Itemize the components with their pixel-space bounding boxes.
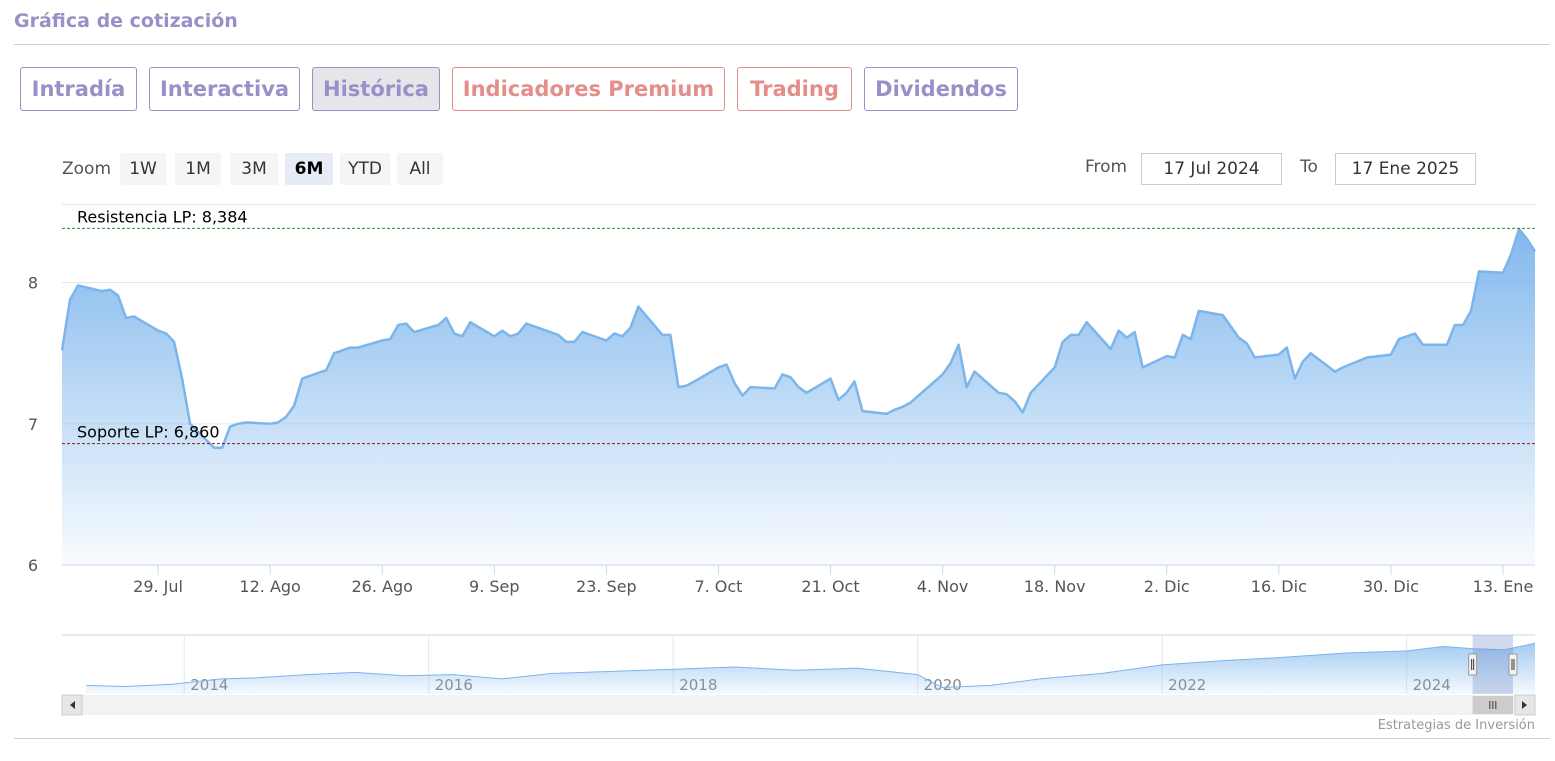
resistance-label: Resistencia LP: 8,384 — [77, 207, 248, 226]
navigator-right-handle[interactable] — [1508, 653, 1518, 676]
range-from-input[interactable] — [1141, 153, 1282, 185]
navigator-left-handle[interactable] — [1468, 653, 1478, 676]
zoom-1m-button[interactable]: 1M — [175, 153, 221, 185]
zoom-all-button[interactable]: All — [397, 153, 443, 185]
x-tick-label: 29. Jul — [133, 577, 183, 596]
y-tick-label: 6 — [28, 556, 38, 575]
price-line — [60, 227, 1537, 450]
x-tick-label: 23. Sep — [576, 577, 637, 596]
tab-indicadores-premium[interactable]: Indicadores Premium — [452, 67, 725, 111]
scrollbar-track[interactable] — [62, 695, 1535, 715]
zoom-1w-button[interactable]: 1W — [120, 153, 166, 185]
navigator[interactable]: 201420162018202020222024 — [61, 634, 1536, 716]
tab-dividendos[interactable]: Dividendos — [864, 67, 1018, 111]
x-tick-label: 2. Dic — [1144, 577, 1190, 596]
chevron-right-icon — [1522, 701, 1527, 709]
x-tick-label: 21. Oct — [801, 577, 859, 596]
tab-trading[interactable]: Trading — [737, 67, 852, 111]
support-label: Soporte LP: 6,860 — [77, 423, 220, 442]
zoom-3m-button[interactable]: 3M — [230, 153, 278, 185]
x-tick-label: 30. Dic — [1363, 577, 1419, 596]
navigator-selection[interactable] — [1472, 635, 1513, 694]
zoom-label: Zoom — [62, 159, 112, 179]
tab-intradia[interactable]: Intradía — [20, 67, 137, 111]
tab-historica[interactable]: Histórica — [312, 67, 440, 111]
x-tick-label: 9. Sep — [469, 577, 520, 596]
x-tick-label: 4. Nov — [917, 577, 969, 596]
footer-divider — [14, 738, 1550, 739]
y-tick-label: 7 — [28, 415, 38, 434]
price-area — [62, 229, 1535, 565]
toolbar-divider — [62, 204, 1535, 205]
navigator-line — [86, 642, 1536, 689]
y-tick-label: 8 — [28, 274, 38, 293]
header-divider — [14, 44, 1550, 45]
page-title: Gráfica de cotización — [14, 10, 238, 32]
price-series — [60, 227, 1537, 565]
x-tick-label: 13. Ene — [1473, 577, 1534, 596]
zoom-6m-button[interactable]: 6M — [285, 153, 333, 185]
range-from-label: From — [1085, 157, 1128, 177]
x-tick-label: 16. Dic — [1251, 577, 1307, 596]
x-tick-label: 26. Ago — [352, 577, 413, 596]
chart-credits: Estrategias de Inversión — [1377, 718, 1535, 733]
tab-interactiva[interactable]: Interactiva — [149, 67, 300, 111]
axes: 6 7 8 29. Jul 12. Ago 26. Ago 9. Sep 23. Sep 7. … — [28, 274, 1535, 596]
navigator-area — [86, 643, 1535, 694]
x-tick-label: 18. Nov — [1024, 577, 1086, 596]
plot-lines: Resistencia LP: 8,384 Soporte LP: 6,860 — [62, 207, 1535, 445]
x-tick-label: 7. Oct — [694, 577, 742, 596]
zoom-ytd-button[interactable]: YTD — [340, 153, 390, 185]
range-to-input[interactable] — [1335, 153, 1476, 185]
chevron-left-icon — [70, 701, 75, 709]
range-to-label: To — [1300, 157, 1318, 177]
x-tick-label: 12. Ago — [239, 577, 300, 596]
